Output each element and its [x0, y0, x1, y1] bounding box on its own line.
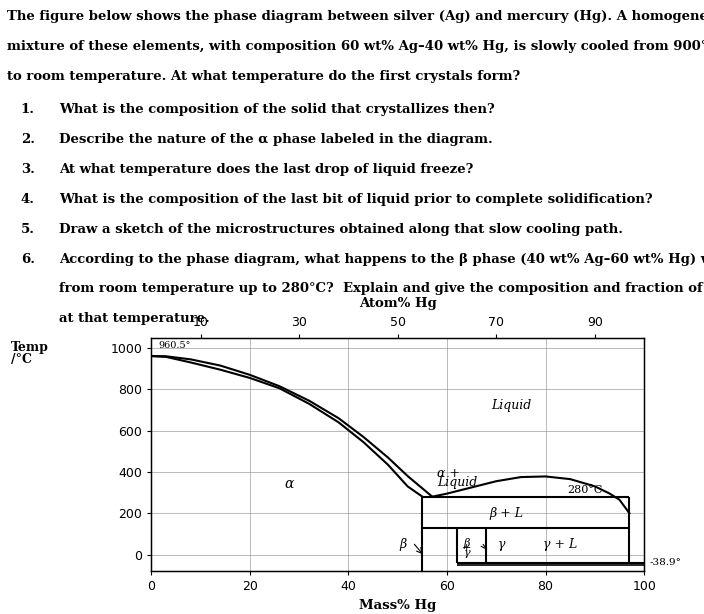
Text: According to the phase diagram, what happens to the β phase (40 wt% Ag–60 wt% Hg: According to the phase diagram, what hap… [59, 252, 704, 265]
Text: Liquid: Liquid [491, 399, 532, 413]
Text: 280°C: 280°C [567, 484, 603, 495]
Text: to room temperature. At what temperature do the first crystals form?: to room temperature. At what temperature… [7, 69, 520, 83]
Text: 1.: 1. [21, 103, 34, 116]
Text: +: + [462, 543, 472, 553]
Text: at that temperature.: at that temperature. [59, 313, 210, 325]
Text: γ + L: γ + L [543, 538, 577, 551]
Text: 2.: 2. [21, 133, 34, 146]
Text: 3.: 3. [21, 163, 34, 176]
Text: β: β [463, 538, 470, 549]
Text: What is the composition of the solid that crystallizes then?: What is the composition of the solid tha… [59, 103, 494, 116]
Text: from room temperature up to 280°C?  Explain and give the composition and fractio: from room temperature up to 280°C? Expla… [59, 282, 704, 295]
Text: Liquid: Liquid [437, 476, 477, 489]
Text: α: α [284, 477, 294, 491]
Text: 960.5°: 960.5° [158, 341, 191, 351]
Text: /°C: /°C [11, 353, 32, 366]
Text: mixture of these elements, with composition 60 wt% Ag–40 wt% Hg, is slowly coole: mixture of these elements, with composit… [7, 40, 704, 53]
Text: 6.: 6. [21, 252, 34, 265]
X-axis label: Mass% Hg: Mass% Hg [359, 599, 436, 612]
Text: At what temperature does the last drop of liquid freeze?: At what temperature does the last drop o… [59, 163, 473, 176]
Text: 5.: 5. [21, 223, 34, 236]
Text: The figure below shows the phase diagram between silver (Ag) and mercury (Hg). A: The figure below shows the phase diagram… [7, 10, 704, 23]
Text: -38.9°: -38.9° [649, 558, 681, 567]
Text: Draw a sketch of the microstructures obtained along that slow cooling path.: Draw a sketch of the microstructures obt… [59, 223, 623, 236]
Text: Describe the nature of the α phase labeled in the diagram.: Describe the nature of the α phase label… [59, 133, 493, 146]
Text: α +: α + [437, 467, 460, 481]
X-axis label: Atom% Hg: Atom% Hg [359, 297, 436, 310]
Text: 4.: 4. [21, 193, 34, 206]
Text: β: β [399, 538, 406, 551]
Text: γ: γ [498, 538, 505, 551]
Text: γ: γ [463, 548, 470, 559]
Text: Temp: Temp [11, 341, 49, 354]
Text: β + L: β + L [489, 507, 523, 519]
Text: What is the composition of the last bit of liquid prior to complete solidificati: What is the composition of the last bit … [59, 193, 653, 206]
